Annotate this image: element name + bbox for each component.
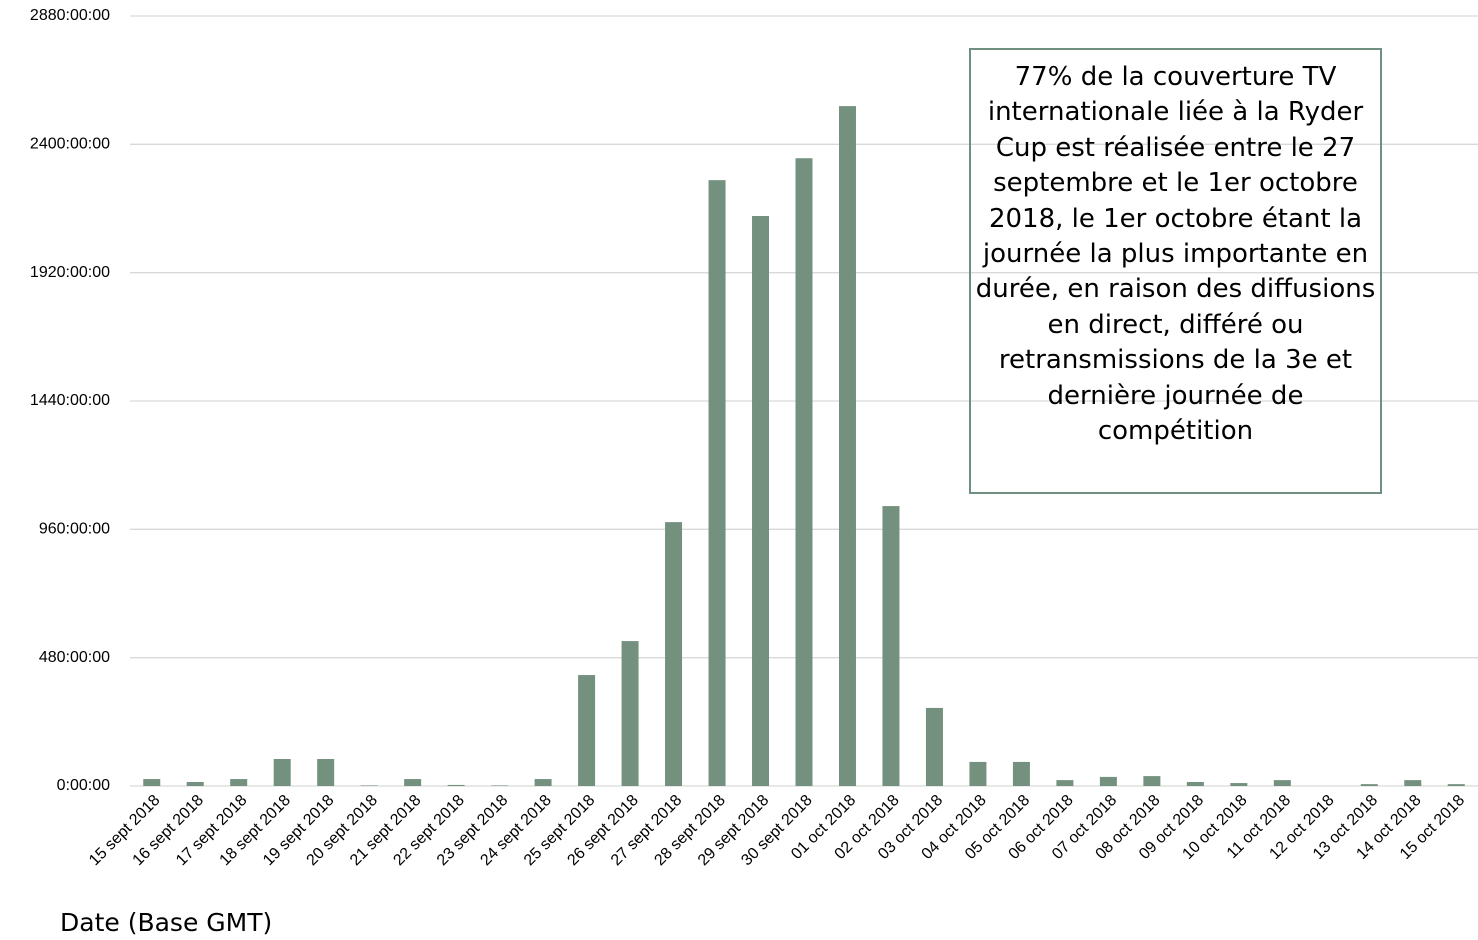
bar (1099, 776, 1117, 786)
bar (795, 158, 813, 787)
bar (1404, 780, 1422, 786)
bar (621, 641, 639, 786)
bar (969, 761, 987, 786)
x-axis-title: Date (Base GMT) (60, 908, 273, 937)
y-tick-label: 2400:00:00 (30, 136, 110, 153)
bar (1230, 783, 1248, 786)
bar (838, 106, 856, 786)
bar (1273, 780, 1291, 786)
y-tick-label: 480:00:00 (39, 649, 110, 666)
y-tick-label: 1920:00:00 (30, 264, 110, 281)
bar (752, 215, 770, 787)
bar (1360, 784, 1378, 786)
bar (1186, 781, 1204, 786)
bar (1143, 776, 1161, 786)
bar (925, 707, 943, 786)
bar (491, 785, 509, 786)
bar (534, 779, 552, 786)
y-tick-label: 1440:00:00 (30, 392, 110, 409)
bar (273, 758, 291, 786)
bar (708, 180, 726, 786)
bar (404, 779, 422, 786)
bar (882, 506, 900, 786)
bar (317, 758, 335, 786)
bar (665, 522, 683, 786)
bar (186, 781, 204, 786)
bar (360, 785, 378, 786)
bar (143, 779, 161, 786)
bar (1012, 761, 1030, 786)
bar (447, 784, 465, 786)
annotation: 77% de la couverture TV internationale l… (969, 48, 1382, 494)
y-tick-label: 0:00:00 (57, 777, 110, 794)
y-tick-label: 960:00:00 (39, 521, 110, 538)
bar (1447, 784, 1465, 786)
bar (230, 779, 248, 786)
bar (1056, 780, 1074, 786)
y-tick-label: 2880:00:00 (30, 7, 110, 24)
bar (578, 675, 596, 786)
